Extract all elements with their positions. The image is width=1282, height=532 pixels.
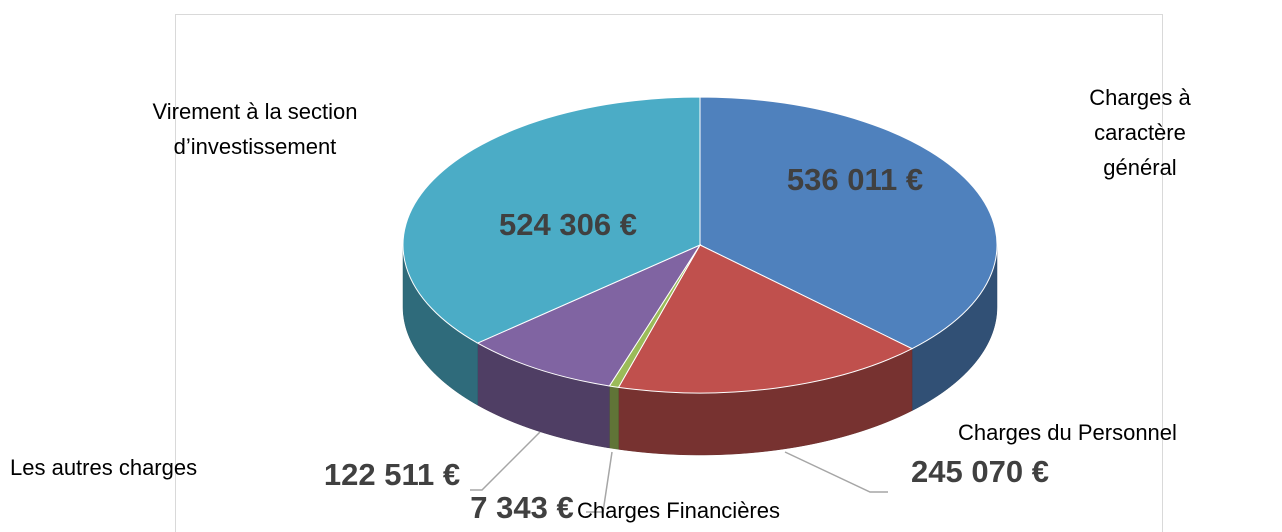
pie-slice-side — [609, 385, 619, 450]
chart-frame — [175, 14, 1163, 532]
value-label: 245 070 € — [911, 454, 1049, 489]
leader-line — [784, 451, 888, 493]
value-label: 524 306 € — [499, 207, 637, 242]
value-label: 122 511 € — [323, 457, 461, 492]
pie-slice — [402, 96, 701, 344]
value-label: 7 343 € — [470, 490, 574, 525]
value-label: 536 011 € — [786, 162, 924, 197]
pie-slice — [699, 96, 998, 350]
category-label: Virement à la section d’investissement — [152, 99, 358, 159]
category-label: Charges Financières — [577, 498, 780, 523]
pie-slice — [476, 243, 702, 387]
category-label: Charges du Personnel — [958, 420, 1177, 445]
category-label: Charges à caractère général — [1089, 85, 1191, 180]
pie-slice — [617, 244, 914, 394]
leader-line — [470, 431, 541, 491]
category-label: Les autres charges — [10, 455, 198, 480]
leader-line — [586, 451, 613, 513]
